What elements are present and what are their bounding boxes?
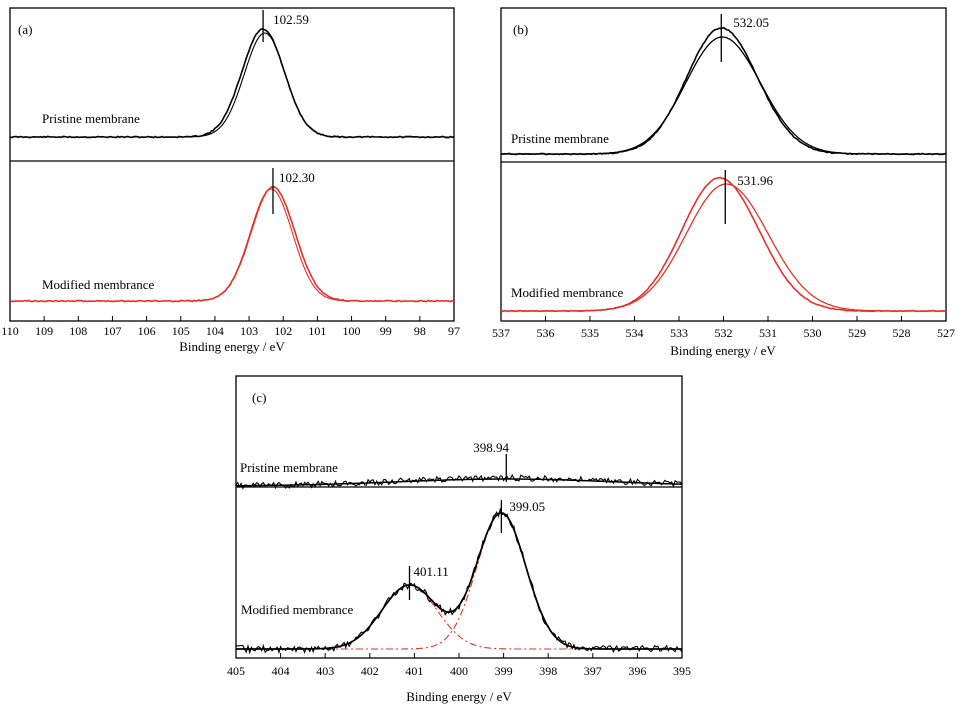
panel-a-x-tick-label: 98 <box>414 324 426 338</box>
panel-c-x-tick-label: 404 <box>272 664 290 678</box>
panel-a-x-tick-label: 100 <box>343 324 361 338</box>
panel-a-x-tick-label: 103 <box>240 324 258 338</box>
panel-c-x-tick-label: 397 <box>584 664 602 678</box>
panel-b-tag: (b) <box>513 22 528 37</box>
panel-b-x-tick-label: 529 <box>848 326 866 340</box>
panel-b-x-tick-label: 530 <box>804 326 822 340</box>
panel-a-tick-labels: 110 109 108 107 106 105 104 103 102 101 100 99 98 97 <box>1 324 460 338</box>
panel-c-ticks <box>235 653 683 658</box>
panel-b: (b) 537 536 535 534 533 532 531 530 529 528 527 Bi… <box>492 7 955 358</box>
panel-c-x-tick-label: 395 <box>673 664 691 678</box>
panel-c-x-tick-label: 396 <box>628 664 646 678</box>
panel-a-frame <box>9 7 455 322</box>
panel-a: (a) 110 109 108 107 106 105 104 103 102 101 100 99 9… <box>1 7 460 354</box>
panel-b-x-tick-label: 537 <box>492 326 510 340</box>
panel-c-tag: (c) <box>252 390 266 405</box>
panel-a-tag: (a) <box>18 22 32 37</box>
panel-c-component-401-curve <box>236 584 682 650</box>
panel-c-x-tick-label: 398 <box>539 664 557 678</box>
panel-c-modified-noisy-curve <box>235 507 683 655</box>
panel-a-x-tick-label: 106 <box>138 324 156 338</box>
panel-b-ticks <box>500 316 947 321</box>
panel-a-x-axis-label: Binding energy / eV <box>179 339 285 354</box>
panel-a-pristine-label: Pristine membrane <box>42 111 140 126</box>
panel-b-modified-fit-curve <box>501 183 946 312</box>
panel-b-x-tick-label: 531 <box>759 326 777 340</box>
panel-b-x-axis-label: Binding energy / eV <box>670 343 776 358</box>
panel-b-x-tick-label: 532 <box>715 326 733 340</box>
panel-a-modified-fit-curve <box>10 188 454 302</box>
panel-a-x-tick-label: 102 <box>274 324 292 338</box>
panel-c-x-tick-label: 399 <box>495 664 513 678</box>
panel-b-x-tick-label: 528 <box>893 326 911 340</box>
panel-b-x-tick-label: 534 <box>626 326 644 340</box>
panel-a-x-tick-label: 97 <box>448 324 460 338</box>
panel-c-modified-label: Modified membrance <box>241 602 353 617</box>
panel-c-component-399-curve <box>236 512 682 650</box>
panel-a-x-tick-label: 105 <box>172 324 190 338</box>
panel-c-x-tick-label: 402 <box>361 664 379 678</box>
panel-c-pristine-noisy-curve <box>235 473 683 490</box>
panel-a-x-tick-label: 109 <box>35 324 53 338</box>
panel-b-tick-labels: 537 536 535 534 533 532 531 530 529 528 527 <box>492 326 955 340</box>
panel-a-x-tick-label: 101 <box>308 324 326 338</box>
panel-a-x-tick-label: 110 <box>1 324 19 338</box>
panel-b-x-tick-label: 535 <box>581 326 599 340</box>
panel-a-ticks <box>9 316 455 321</box>
panel-c: (c) 405 404 403 402 401 400 399 398 397 396 395 Bi… <box>227 375 691 704</box>
panel-c-x-axis-label: Binding energy / eV <box>406 689 512 704</box>
panel-c-tick-labels: 405 404 403 402 401 400 399 398 397 396 395 <box>227 664 691 678</box>
panel-b-pristine-label: Pristine membrane <box>511 131 609 146</box>
panel-b-x-tick-label: 533 <box>670 326 688 340</box>
panel-c-x-tick-label: 405 <box>227 664 245 678</box>
panel-a-modified-label: Modified membrance <box>42 277 154 292</box>
panel-a-x-tick-label: 99 <box>380 324 392 338</box>
panel-b-modified-label: Modified membrance <box>511 285 623 300</box>
panel-c-pristine-fit-curve <box>236 478 683 487</box>
panel-a-modified-peak-label: 102.30 <box>279 170 315 185</box>
panel-a-pristine-peak-label: 102.59 <box>273 12 309 27</box>
panel-c-x-tick-label: 401 <box>405 664 423 678</box>
panel-c-x-tick-label: 403 <box>316 664 334 678</box>
panel-c-pristine-peak-label: 398.94 <box>473 440 509 455</box>
panel-b-frame <box>500 7 947 322</box>
panel-a-pristine-fit-curve <box>10 32 454 138</box>
panel-b-pristine-fit-curve <box>501 36 946 155</box>
panel-a-x-tick-label: 104 <box>206 324 224 338</box>
panel-c-modified-envelope-curve <box>236 511 682 650</box>
panel-b-modified-peak-label: 531.96 <box>737 173 773 188</box>
panel-c-pristine-label: Pristine membrane <box>240 460 338 475</box>
panel-c-component-399-peak-label: 399.05 <box>509 499 545 514</box>
panel-c-component-401-peak-label: 401.11 <box>413 564 448 579</box>
panel-b-pristine-peak-label: 532.05 <box>733 15 769 30</box>
panel-b-x-tick-label: 536 <box>537 326 555 340</box>
panel-b-x-tick-label: 527 <box>937 326 955 340</box>
panel-a-x-tick-label: 108 <box>69 324 87 338</box>
panel-c-x-tick-label: 400 <box>450 664 468 678</box>
panel-a-x-tick-label: 107 <box>103 324 121 338</box>
